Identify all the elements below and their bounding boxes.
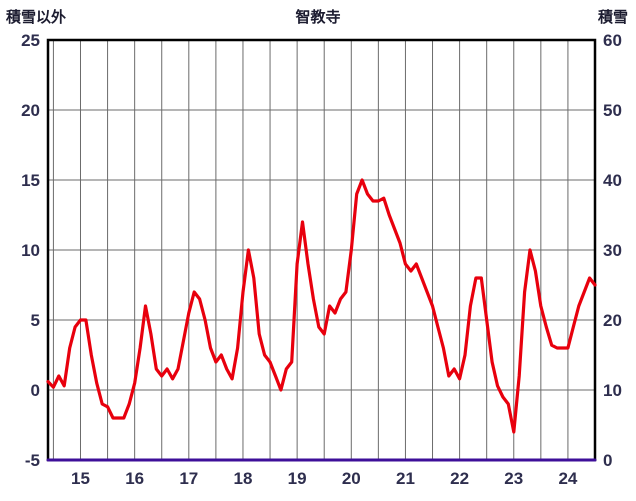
x-axis-tick-label: 21 — [396, 469, 415, 488]
x-axis-tick-label: 16 — [125, 469, 144, 488]
left-axis-tick-label: 20 — [21, 101, 40, 120]
series-line-left — [46, 178, 597, 434]
right-axis-tick-label: 20 — [603, 311, 622, 330]
x-axis-tick-label: 24 — [558, 469, 577, 488]
x-axis-tick-label: 20 — [342, 469, 361, 488]
left-axis-tick-label: 25 — [21, 31, 40, 50]
right-axis-tick-label: 60 — [603, 31, 622, 50]
right-axis-tick-label: 40 — [603, 171, 622, 190]
left-axis-tick-label: 15 — [21, 171, 40, 190]
left-axis-tick-label: 10 — [21, 241, 40, 260]
right-axis-tick-label: 50 — [603, 101, 622, 120]
x-axis-tick-label: 18 — [234, 469, 253, 488]
right-axis-tick-label: 10 — [603, 381, 622, 400]
left-axis-tick-label: 0 — [31, 381, 40, 400]
x-axis-tick-label: 23 — [504, 469, 523, 488]
right-axis-title: 積雪 — [597, 9, 628, 26]
x-axis-tick-label: 19 — [288, 469, 307, 488]
x-axis-tick-label: 15 — [71, 469, 90, 488]
x-axis-tick-label: 22 — [450, 469, 469, 488]
left-axis-tick-label: 5 — [31, 311, 40, 330]
chart-title: 智教寺 — [295, 9, 341, 26]
left-axis-title: 積雪以外 — [6, 9, 67, 26]
x-axis-tick-label: 17 — [179, 469, 198, 488]
left-axis-tick-label: -5 — [25, 451, 40, 470]
right-axis-tick-label: 30 — [603, 241, 622, 260]
right-axis-tick-label: 0 — [603, 451, 612, 470]
